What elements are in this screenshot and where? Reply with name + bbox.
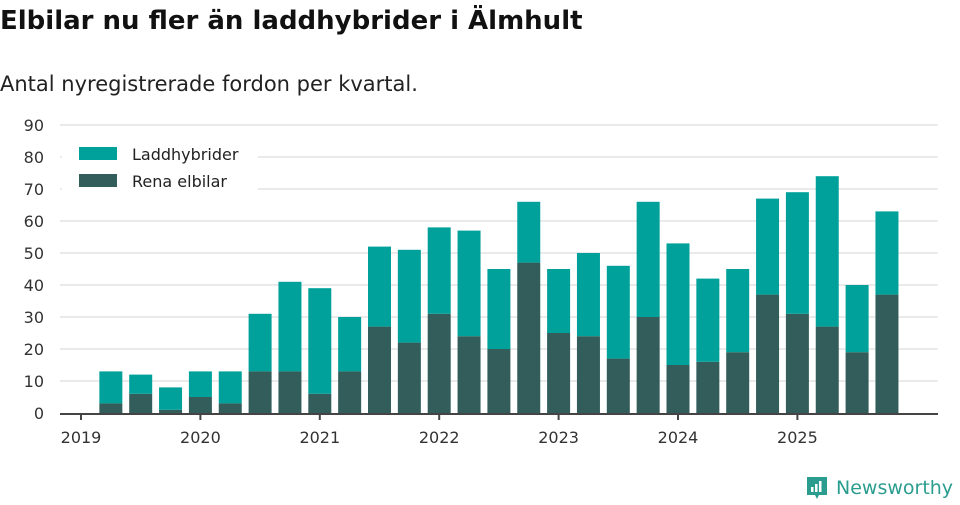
bar-laddhybrider: [278, 281, 302, 372]
y-tick-label: 70: [24, 180, 44, 199]
bar-laddhybrider: [845, 285, 869, 353]
y-tick-label: 80: [24, 148, 44, 167]
bar-rena-elbilar: [248, 371, 272, 413]
legend-swatch-laddhybrider: [79, 147, 117, 160]
bar-laddhybrider: [666, 243, 690, 365]
legend-label-laddhybrider: Laddhybrider: [132, 145, 239, 164]
y-tick-label: 40: [24, 276, 44, 295]
chart-subtitle: Antal nyregistrerade fordon per kvartal.: [0, 72, 418, 96]
bar-laddhybrider: [248, 313, 272, 372]
bar-rena-elbilar: [368, 326, 391, 413]
x-tick-label: 2020: [180, 428, 221, 447]
bar-rena-elbilar: [606, 358, 630, 413]
bar-laddhybrider: [159, 387, 183, 410]
bar-rena-elbilar: [129, 393, 153, 413]
bar-rena-elbilar: [756, 294, 780, 413]
bar-laddhybrider: [576, 253, 600, 337]
bar-laddhybrider: [606, 265, 630, 359]
legend: Laddhybrider Rena elbilar: [62, 138, 258, 191]
chart-title: Elbilar nu fler än laddhybrider i Älmhul…: [0, 6, 583, 36]
bar-rena-elbilar: [666, 365, 690, 413]
bar-rena-elbilar: [427, 313, 451, 413]
bar-laddhybrider: [487, 269, 511, 349]
bar-laddhybrider: [726, 269, 750, 353]
bar-rena-elbilar: [845, 352, 869, 413]
bar-rena-elbilar: [547, 333, 571, 413]
bar-laddhybrider: [218, 371, 242, 404]
bar-rena-elbilar: [696, 361, 720, 413]
bar-rena-elbilar: [278, 371, 302, 413]
bar-rena-elbilar: [308, 393, 332, 413]
x-tick-label: 2019: [61, 428, 102, 447]
bar-rena-elbilar: [875, 294, 899, 413]
x-tick-label: 2025: [777, 428, 818, 447]
x-axis: 2019 2020 2021 2022 2023 2024 2025: [60, 413, 938, 447]
bar-rena-elbilar: [726, 352, 750, 413]
bar-rena-elbilar: [457, 336, 481, 413]
bar-rena-elbilar: [487, 349, 511, 413]
bar-rena-elbilar: [338, 371, 362, 413]
bar-laddhybrider: [188, 371, 212, 397]
bar-laddhybrider: [696, 278, 720, 362]
bar-rena-elbilar: [785, 313, 809, 413]
x-tick-label: 2022: [419, 428, 460, 447]
bar-rena-elbilar: [218, 403, 242, 413]
bar-rena-elbilar: [576, 336, 600, 413]
y-tick-label: 20: [24, 340, 44, 359]
y-tick-label: 60: [24, 212, 44, 231]
newsworthy-logo-icon: [807, 477, 827, 499]
bar-laddhybrider: [457, 230, 481, 337]
bar-laddhybrider: [308, 288, 332, 394]
legend-label-rena-elbilar: Rena elbilar: [132, 172, 227, 191]
bar-laddhybrider: [785, 192, 809, 314]
bar-laddhybrider: [368, 246, 391, 327]
y-tick-label: 10: [24, 372, 44, 391]
bar-laddhybrider: [338, 317, 362, 372]
newsworthy-logo: Newsworthy: [804, 475, 953, 501]
bar-laddhybrider: [129, 374, 153, 394]
x-tick-label: 2023: [538, 428, 579, 447]
y-tick-label: 30: [24, 308, 44, 327]
bar-rena-elbilar: [159, 409, 183, 413]
bar-laddhybrider: [636, 201, 660, 317]
bar-rena-elbilar: [636, 317, 660, 413]
bar-laddhybrider: [427, 227, 451, 314]
bar-laddhybrider: [756, 198, 780, 295]
x-tick-label: 2024: [658, 428, 699, 447]
y-tick-label: 50: [24, 244, 44, 263]
bar-laddhybrider: [547, 269, 571, 333]
bar-laddhybrider: [99, 371, 123, 404]
bar-rena-elbilar: [188, 397, 212, 413]
bar-laddhybrider: [517, 201, 541, 263]
y-tick-label: 0: [34, 404, 44, 423]
bars: [99, 176, 899, 413]
brand-name: Newsworthy: [836, 477, 954, 499]
bar-laddhybrider: [397, 249, 421, 343]
y-tick-label: 90: [24, 116, 44, 135]
bar-laddhybrider: [875, 211, 899, 295]
bar-rena-elbilar: [815, 326, 839, 413]
bar-laddhybrider: [815, 176, 839, 327]
bar-rena-elbilar: [517, 262, 541, 413]
x-tick-label: 2021: [299, 428, 340, 447]
legend-swatch-rena-elbilar: [79, 174, 117, 187]
bar-rena-elbilar: [397, 342, 421, 413]
bar-rena-elbilar: [99, 403, 123, 413]
